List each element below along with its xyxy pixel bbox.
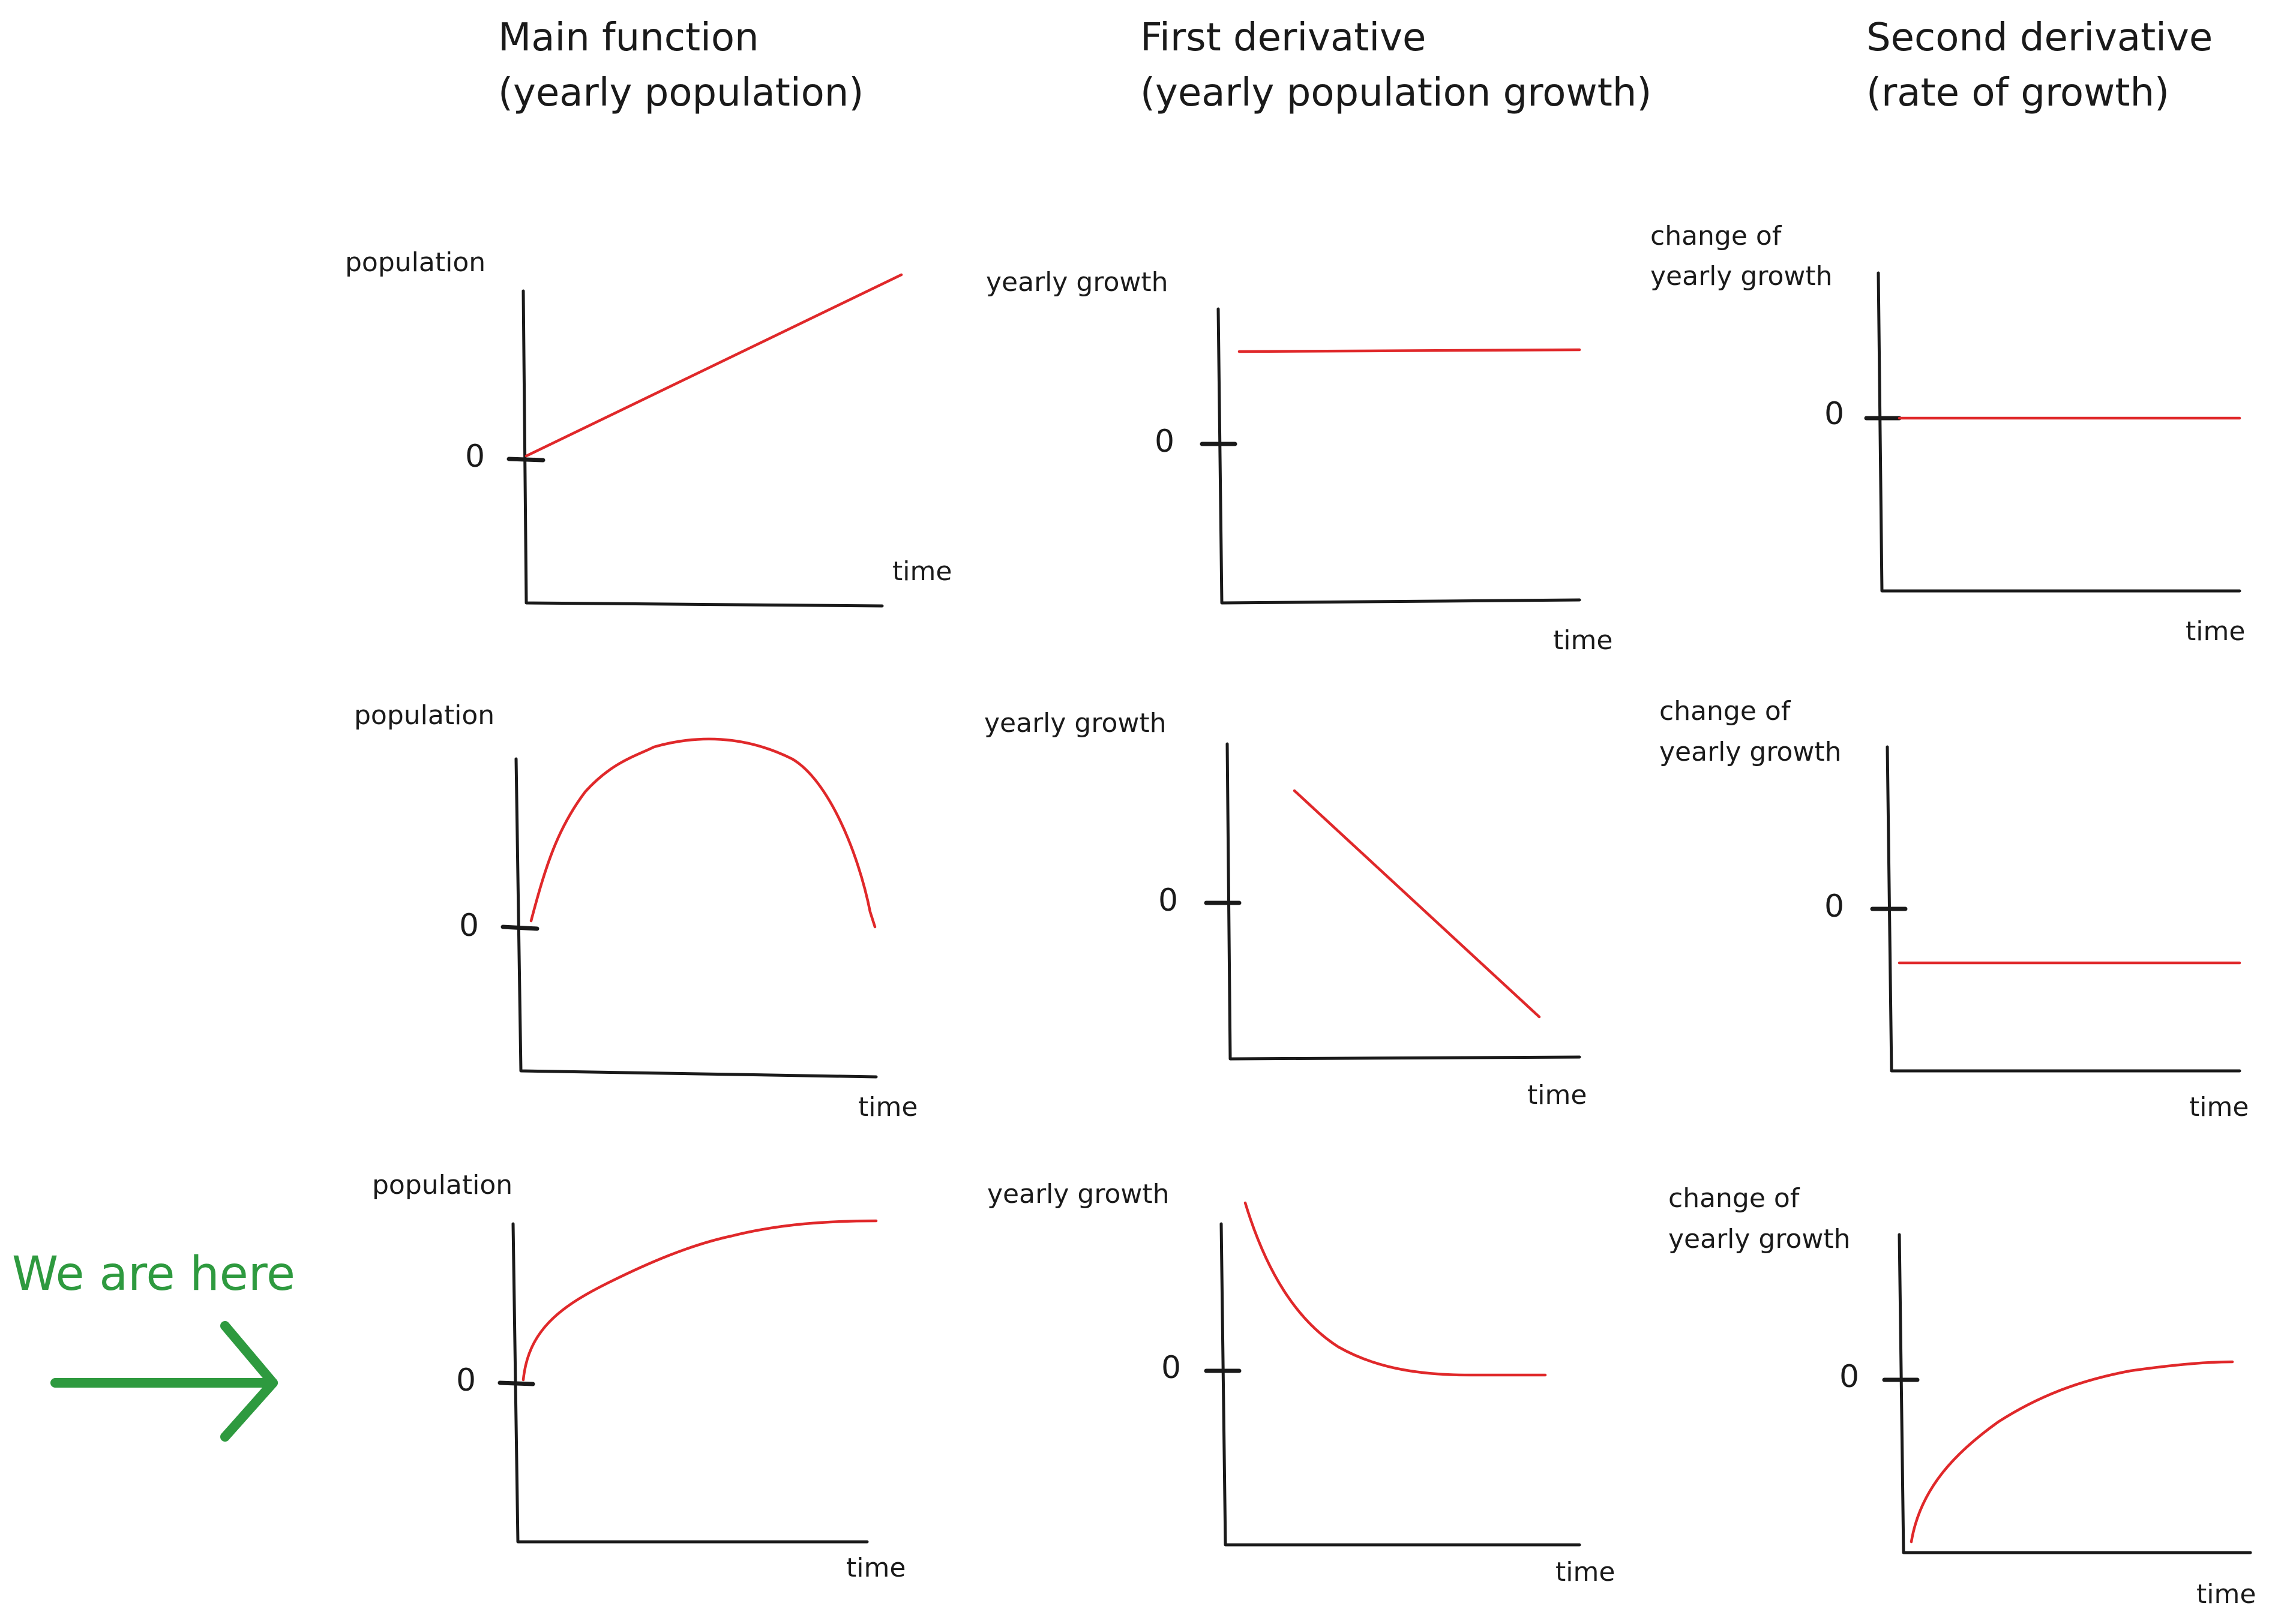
- axes: [514, 757, 878, 1079]
- we-are-here-marker: We are here: [12, 1247, 295, 1442]
- chart-r3-main: population 0 time: [372, 1170, 906, 1583]
- chart-r1-second: change of yearly growth 0 time: [1650, 221, 2245, 647]
- col1-title-line2: (yearly population): [498, 71, 864, 115]
- arrow-head-icon: [220, 1321, 278, 1442]
- chart-r2-second: change of yearly growth 0 time: [1659, 696, 2249, 1122]
- ylabel-change-of: change of: [1659, 696, 1791, 727]
- curve-linear-increase: [524, 273, 903, 458]
- zero-label: 0: [1824, 888, 1844, 924]
- chart-r2-first: yearly growth 0 time: [984, 708, 1587, 1110]
- curve-negative-rising: [1910, 1360, 2234, 1544]
- xlabel-time: time: [1555, 1557, 1615, 1587]
- ylabel-population: population: [354, 700, 494, 731]
- axes: [1216, 307, 1581, 605]
- zero-label: 0: [456, 1362, 476, 1398]
- zero-label: 0: [1839, 1359, 1859, 1395]
- zero-label: 0: [459, 908, 479, 944]
- xlabel-time: time: [1527, 1080, 1587, 1110]
- axes: [1219, 1222, 1581, 1547]
- xlabel-time: time: [1553, 625, 1612, 656]
- ylabel-change-of: change of: [1650, 221, 1782, 251]
- chart-r1-first: yearly growth 0 time: [986, 267, 1612, 656]
- col2-title-line2: (yearly population growth): [1140, 71, 1651, 115]
- ylabel-yearly-growth: yearly growth: [1668, 1224, 1851, 1254]
- xlabel-time: time: [892, 556, 952, 587]
- zero-label: 0: [465, 439, 485, 475]
- axes: [521, 289, 884, 608]
- ylabel-yearly-growth: yearly growth: [984, 708, 1167, 739]
- xlabel-time: time: [2196, 1579, 2256, 1610]
- col2-title-line1: First derivative: [1140, 16, 1426, 60]
- marker-text: We are here: [12, 1247, 295, 1301]
- col3-title-line1: Second derivative: [1866, 16, 2213, 60]
- xlabel-time: time: [2189, 1092, 2249, 1122]
- ylabel-yearly-growth: yearly growth: [1659, 737, 1842, 767]
- zero-tick: [497, 1380, 535, 1386]
- xlabel-time: time: [2186, 616, 2245, 647]
- axes: [1225, 742, 1581, 1061]
- zero-label: 0: [1155, 424, 1174, 460]
- ylabel-change-of: change of: [1668, 1183, 1800, 1214]
- chart-r1-main: population 0 time: [345, 247, 952, 608]
- col1-title-line1: Main function: [498, 16, 759, 60]
- ylabel-yearly-growth: yearly growth: [1650, 261, 1833, 292]
- curve-linear-decrease: [1293, 789, 1541, 1019]
- chart-r3-first: yearly growth 0 time: [987, 1179, 1615, 1587]
- zero-tick: [506, 457, 545, 463]
- xlabel-time: time: [846, 1553, 906, 1583]
- ylabel-yearly-growth: yearly growth: [987, 1179, 1170, 1209]
- chart-r3-second: change of yearly growth 0 time: [1668, 1183, 2256, 1610]
- axes: [1886, 745, 2241, 1073]
- curve-rise-then-fall: [529, 737, 877, 929]
- curve-constant-positive: [1237, 348, 1581, 353]
- zero-label: 0: [1161, 1350, 1181, 1386]
- ylabel-population: population: [372, 1170, 512, 1200]
- ylabel-population: population: [345, 247, 485, 278]
- zero-label: 0: [1158, 882, 1178, 918]
- zero-tick: [500, 924, 539, 931]
- chart-r2-main: population 0 time: [354, 700, 918, 1122]
- xlabel-time: time: [858, 1092, 918, 1122]
- curve-decay-to-zero: [1243, 1201, 1547, 1377]
- ylabel-yearly-growth: yearly growth: [986, 267, 1168, 298]
- curve-concave-plateau: [521, 1219, 878, 1382]
- axes: [1898, 1233, 2252, 1554]
- axes: [1877, 271, 2241, 593]
- zero-label: 0: [1824, 396, 1844, 432]
- axes: [511, 1222, 869, 1544]
- col3-title-line2: (rate of growth): [1866, 71, 2169, 115]
